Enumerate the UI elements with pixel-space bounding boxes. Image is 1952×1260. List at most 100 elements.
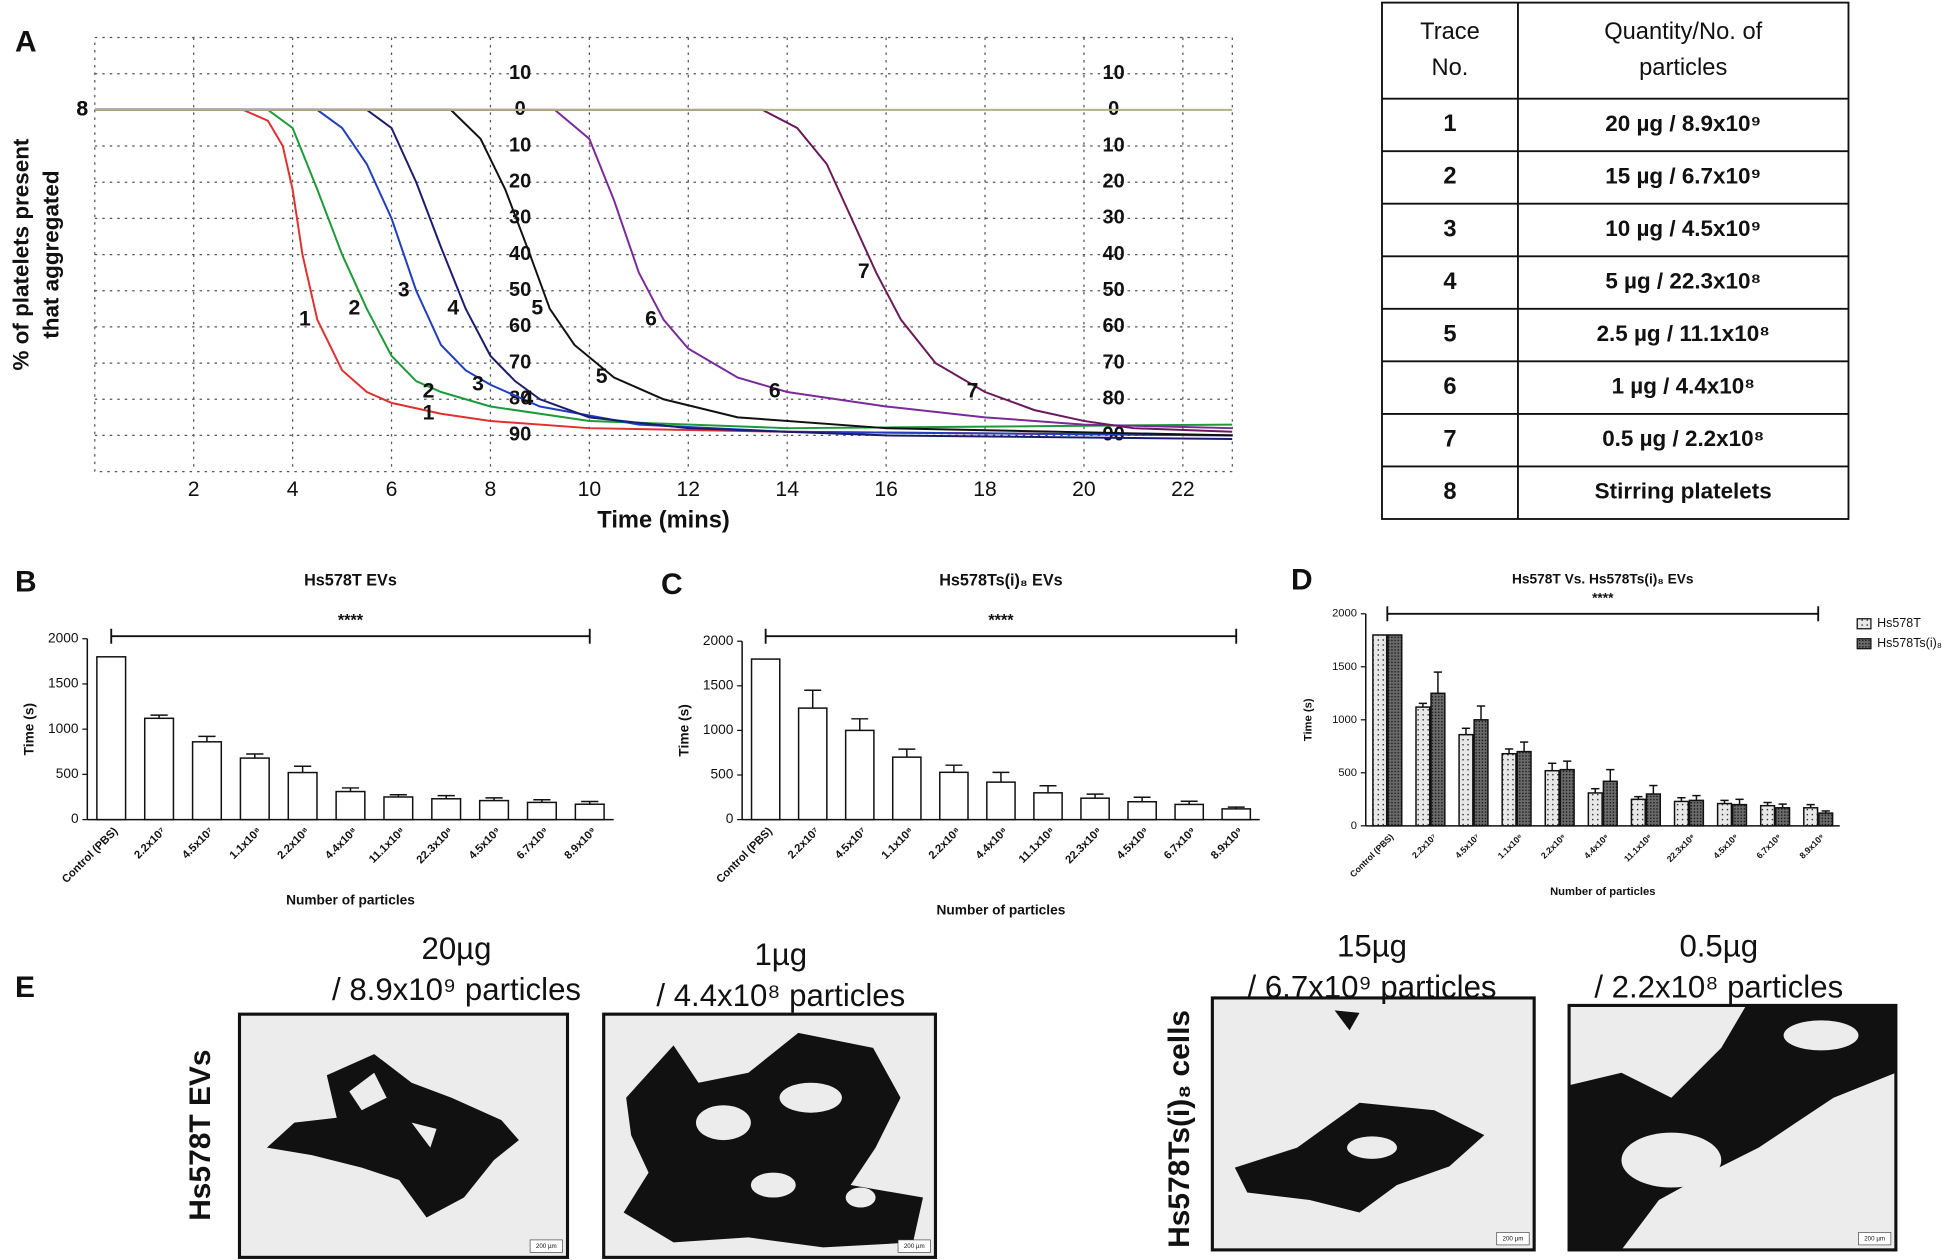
y-tick-label: 10 [509,62,531,84]
table-cell: 5 µg / 22.3x10⁸ [1605,268,1761,293]
bar [1516,750,1532,827]
y-tick-label: 2000 [48,630,79,645]
bar [96,656,127,821]
row-label: Hs578T EVs [184,1049,217,1220]
x-tick-label: 8 [485,478,497,501]
y-tick-label: 1000 [703,722,734,737]
y-tick-label: 1000 [48,721,79,736]
x-axis-label: Number of particles [1550,886,1655,898]
trace-label: 1 [299,307,311,330]
bar [143,717,175,821]
x-axis-label: Time (mins) [597,508,730,534]
bar [287,771,318,821]
micrograph-caption: 15µg [1337,928,1407,963]
chart-title: Hs578Ts(i)₈ EVs [939,572,1062,590]
y-tick-label: 50 [509,279,531,301]
table-cell: 3 [1443,216,1456,242]
trace-label: 4 [522,387,534,410]
chart-title: Hs578T EVs [304,572,397,590]
trace-label: 3 [472,372,484,395]
panel-label: A [15,26,37,59]
y-tick-label: 1500 [1332,661,1357,673]
trace-label: 5 [596,365,608,388]
bar [1602,780,1618,827]
bar [797,707,828,821]
y-tick-label: 50 [1103,279,1125,301]
x-tick-label: 4 [287,478,299,501]
scale-bar-label: 200 µm [536,1243,557,1250]
bar [526,801,557,821]
y-tick-label: 0 [1351,820,1357,832]
x-axis-label: Number of particles [286,892,415,907]
trace-line [94,108,1233,433]
y-tick-label: 10 [509,134,531,156]
x-tick-label: 2 [188,478,200,501]
micrograph-caption: / 2.2x10⁸ particles [1594,969,1843,1004]
trace-label: 4 [447,296,459,319]
panel-label: E [15,971,35,1004]
table-cell: 2.5 µg / 11.1x10⁸ [1597,321,1770,346]
y-tick-label: 10 [1103,62,1125,84]
table-cell: 2 [1443,164,1456,190]
y-axis-label: Time (s) [676,704,691,756]
bar [1716,802,1733,827]
table-cell: 20 µg / 8.9x10⁹ [1605,111,1761,136]
bar [844,729,875,821]
y-tick-label: 0 [71,811,79,826]
table-cell: 0.5 µg / 2.2x10⁸ [1602,426,1764,451]
trace-label: 6 [645,307,657,330]
y-axis-label: Time (s) [22,703,37,755]
bar [1630,798,1646,827]
micrograph-caption: 1µg [754,937,807,972]
micrograph [1567,1003,1898,1252]
table-cell: 8 [1443,479,1456,505]
row-label: Hs578Ts(i)₈ cells [1163,1010,1196,1248]
bar [1221,808,1252,821]
significance-label: **** [1592,590,1614,605]
y-tick-label: 500 [1338,767,1357,779]
micrograph [237,1012,570,1259]
bar [1372,634,1388,827]
trace-label: 7 [858,260,870,283]
table-cell: 5 [1443,321,1456,347]
table-cell: Stirring platelets [1595,479,1772,504]
trace-line [94,108,1233,430]
legend-label: Hs578T [1877,616,1921,630]
bar [750,658,781,821]
y-tick-label: 500 [711,767,734,782]
trace-label: 7 [967,380,979,403]
scale-bar-box [897,1239,931,1253]
table-cell: 6 [1443,374,1456,400]
micrograph [1210,996,1536,1252]
x-tick-label: 14 [775,478,799,501]
y-axis-label: that aggregated [38,170,63,338]
bar [1759,804,1776,827]
table-cell: 1 µg / 4.4x10⁸ [1612,374,1755,399]
scale-bar-box [529,1239,563,1253]
scale-bar-label: 200 µm [1864,1235,1885,1242]
significance-label: **** [338,612,364,630]
y-tick-label: 20 [509,170,531,192]
y-tick-label: 10 [1103,134,1125,156]
bar [1559,768,1575,827]
x-axis-label: Number of particles [937,902,1066,917]
table-cell: 4 [1443,269,1457,295]
y-tick-label: 70 [1103,351,1125,373]
bar [574,803,605,821]
scale-bar-label: 200 µm [904,1243,925,1250]
bar [1818,812,1834,827]
y-tick-label: 500 [56,766,79,781]
micrograph-caption: / 8.9x10⁹ particles [332,972,581,1007]
scale-bar-box [1858,1232,1892,1246]
bar [1774,807,1791,827]
y-tick-label: 80 [1103,388,1125,410]
y-tick-label: 2000 [1332,608,1357,620]
bar [1174,803,1205,821]
bar [431,798,462,821]
trace-line [94,108,1233,437]
table-header: Quantity/No. of [1604,19,1762,45]
trace-line [94,108,1233,430]
bar [1430,692,1446,827]
micrograph-caption: 0.5µg [1679,928,1758,963]
